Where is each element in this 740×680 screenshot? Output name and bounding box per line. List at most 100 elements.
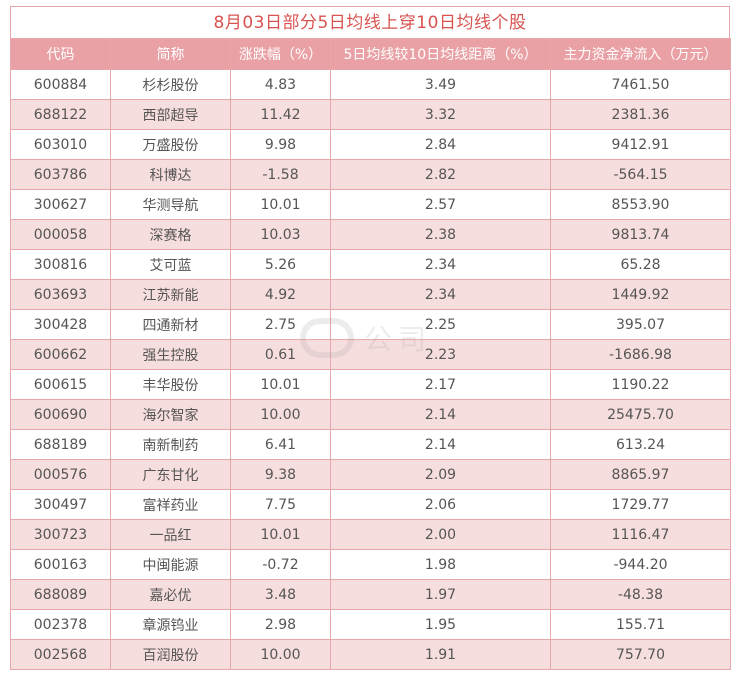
- cell-change-pct: 4.83: [230, 69, 331, 100]
- table-row: 688189 南新制药 6.41 2.14 613.24: [10, 429, 731, 460]
- cell-name: 富祥药业: [110, 489, 231, 520]
- cell-change-pct: 10.01: [230, 519, 331, 550]
- table-row: 300723 一品红 10.01 2.00 1116.47: [10, 519, 731, 550]
- table-row: 603010 万盛股份 9.98 2.84 9412.91: [10, 129, 731, 160]
- cell-net-inflow: 613.24: [550, 429, 731, 460]
- cell-code: 603693: [10, 279, 111, 310]
- cell-change-pct: 2.98: [230, 609, 331, 640]
- header-change-pct: 涨跌幅（%）: [230, 38, 331, 70]
- cell-name: 百润股份: [110, 639, 231, 670]
- cell-ma-distance: 2.06: [330, 489, 551, 520]
- cell-net-inflow: 65.28: [550, 249, 731, 280]
- cell-change-pct: 11.42: [230, 99, 331, 130]
- cell-name: 南新制药: [110, 429, 231, 460]
- cell-ma-distance: 2.57: [330, 189, 551, 220]
- table-row: 300627 华测导航 10.01 2.57 8553.90: [10, 189, 731, 220]
- cell-code: 600163: [10, 549, 111, 580]
- cell-name: 强生控股: [110, 339, 231, 370]
- cell-change-pct: -0.72: [230, 549, 331, 580]
- table-row: 300428 四通新材 2.75 2.25 395.07: [10, 309, 731, 340]
- cell-code: 600690: [10, 399, 111, 430]
- cell-change-pct: 2.75: [230, 309, 331, 340]
- cell-name: 万盛股份: [110, 129, 231, 160]
- cell-change-pct: 9.98: [230, 129, 331, 160]
- stock-table: 代码 简称 涨跌幅（%） 5日均线较10日均线距离（%） 主力资金净流入（万元）…: [10, 38, 731, 670]
- cell-change-pct: 10.00: [230, 639, 331, 670]
- cell-code: 300723: [10, 519, 111, 550]
- cell-net-inflow: 25475.70: [550, 399, 731, 430]
- cell-name: 四通新材: [110, 309, 231, 340]
- cell-ma-distance: 2.17: [330, 369, 551, 400]
- table-row: 002568 百润股份 10.00 1.91 757.70: [10, 639, 731, 670]
- table-row: 688089 嘉必优 3.48 1.97 -48.38: [10, 579, 731, 610]
- cell-net-inflow: 8553.90: [550, 189, 731, 220]
- cell-name: 江苏新能: [110, 279, 231, 310]
- table-body: 600884 杉杉股份 4.83 3.49 7461.50 688122 西部超导 11.42…: [10, 69, 731, 670]
- cell-ma-distance: 1.95: [330, 609, 551, 640]
- cell-code: 300497: [10, 489, 111, 520]
- cell-code: 688189: [10, 429, 111, 460]
- header-net-inflow: 主力资金净流入（万元）: [550, 38, 731, 70]
- cell-change-pct: -1.58: [230, 159, 331, 190]
- cell-ma-distance: 2.14: [330, 399, 551, 430]
- cell-change-pct: 5.26: [230, 249, 331, 280]
- cell-name: 科博达: [110, 159, 231, 190]
- cell-name: 中闽能源: [110, 549, 231, 580]
- cell-ma-distance: 2.34: [330, 279, 551, 310]
- cell-name: 广东甘化: [110, 459, 231, 490]
- cell-code: 000576: [10, 459, 111, 490]
- cell-name: 一品红: [110, 519, 231, 550]
- cell-ma-distance: 3.49: [330, 69, 551, 100]
- table-row: 600163 中闽能源 -0.72 1.98 -944.20: [10, 549, 731, 580]
- cell-net-inflow: 757.70: [550, 639, 731, 670]
- cell-name: 丰华股份: [110, 369, 231, 400]
- cell-net-inflow: 1190.22: [550, 369, 731, 400]
- cell-code: 600662: [10, 339, 111, 370]
- cell-change-pct: 10.00: [230, 399, 331, 430]
- header-name: 简称: [110, 38, 231, 70]
- cell-code: 600615: [10, 369, 111, 400]
- table-row: 603786 科博达 -1.58 2.82 -564.15: [10, 159, 731, 190]
- cell-net-inflow: 155.71: [550, 609, 731, 640]
- cell-name: 章源钨业: [110, 609, 231, 640]
- table-title: 8月03日部分5日均线上穿10日均线个股: [10, 6, 730, 38]
- cell-code: 600884: [10, 69, 111, 100]
- cell-net-inflow: -1686.98: [550, 339, 731, 370]
- cell-net-inflow: 395.07: [550, 309, 731, 340]
- cell-change-pct: 10.01: [230, 369, 331, 400]
- cell-name: 嘉必优: [110, 579, 231, 610]
- table-row: 300497 富祥药业 7.75 2.06 1729.77: [10, 489, 731, 520]
- cell-ma-distance: 3.32: [330, 99, 551, 130]
- cell-change-pct: 7.75: [230, 489, 331, 520]
- cell-ma-distance: 2.25: [330, 309, 551, 340]
- cell-change-pct: 0.61: [230, 339, 331, 370]
- cell-ma-distance: 2.00: [330, 519, 551, 550]
- cell-code: 300428: [10, 309, 111, 340]
- cell-code: 002378: [10, 609, 111, 640]
- cell-ma-distance: 2.82: [330, 159, 551, 190]
- cell-name: 海尔智家: [110, 399, 231, 430]
- cell-ma-distance: 2.84: [330, 129, 551, 160]
- cell-code: 603786: [10, 159, 111, 190]
- cell-code: 002568: [10, 639, 111, 670]
- cell-ma-distance: 2.34: [330, 249, 551, 280]
- cell-code: 000058: [10, 219, 111, 250]
- header-row: 代码 简称 涨跌幅（%） 5日均线较10日均线距离（%） 主力资金净流入（万元）: [10, 38, 731, 70]
- cell-ma-distance: 1.97: [330, 579, 551, 610]
- cell-name: 西部超导: [110, 99, 231, 130]
- cell-name: 华测导航: [110, 189, 231, 220]
- cell-net-inflow: 9813.74: [550, 219, 731, 250]
- table-row: 000058 深赛格 10.03 2.38 9813.74: [10, 219, 731, 250]
- cell-net-inflow: 9412.91: [550, 129, 731, 160]
- cell-net-inflow: 8865.97: [550, 459, 731, 490]
- cell-change-pct: 10.03: [230, 219, 331, 250]
- table-row: 600884 杉杉股份 4.83 3.49 7461.50: [10, 69, 731, 100]
- stock-table-sheet: 8月03日部分5日均线上穿10日均线个股 代码 简称 涨跌幅（%） 5日均线较1…: [10, 6, 731, 670]
- table-row: 600690 海尔智家 10.00 2.14 25475.70: [10, 399, 731, 430]
- cell-net-inflow: -944.20: [550, 549, 731, 580]
- cell-change-pct: 9.38: [230, 459, 331, 490]
- cell-ma-distance: 2.09: [330, 459, 551, 490]
- cell-change-pct: 3.48: [230, 579, 331, 610]
- cell-name: 深赛格: [110, 219, 231, 250]
- table-row: 002378 章源钨业 2.98 1.95 155.71: [10, 609, 731, 640]
